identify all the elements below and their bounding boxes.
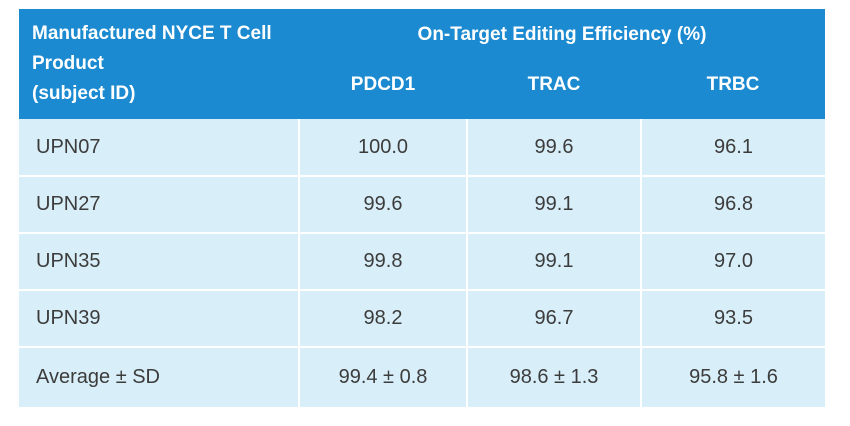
average-row: Average ± SD 99.4 ± 0.8 98.6 ± 1.3 95.8 …: [19, 346, 825, 407]
pdcd1-column-header: PDCD1: [299, 57, 467, 119]
table-row: UPN07 100.0 99.6 96.1: [19, 119, 825, 177]
average-label-cell: Average ± SD: [19, 346, 300, 407]
subject-header-line-2: Product: [32, 53, 104, 74]
efficiency-table-container: Manufactured NYCE T Cell Product (subjec…: [19, 9, 825, 415]
subject-id-cell: UPN39: [19, 289, 300, 348]
trac-column-header: TRAC: [467, 57, 641, 119]
editing-efficiency-table: Manufactured NYCE T Cell Product (subjec…: [19, 9, 825, 407]
table-header: Manufactured NYCE T Cell Product (subjec…: [19, 9, 825, 119]
trac-value-cell: 99.1: [466, 175, 642, 234]
subject-id-cell: UPN35: [19, 232, 300, 291]
subject-id-cell: UPN27: [19, 175, 300, 234]
trac-value-cell: 99.1: [466, 232, 642, 291]
subject-id-cell: UPN07: [19, 119, 300, 177]
pdcd1-value-cell: 99.8: [298, 232, 468, 291]
header-row-genes: PDCD1 TRAC TRBC: [19, 57, 825, 119]
table-body: UPN07 100.0 99.6 96.1 UPN27 99.6 99.1 96…: [19, 119, 825, 407]
subject-header-line-1: Manufactured NYCE T Cell: [32, 23, 272, 44]
trac-average-cell: 98.6 ± 1.3: [466, 346, 642, 407]
trbc-value-cell: 96.8: [640, 175, 825, 234]
trbc-value-cell: 96.1: [640, 119, 825, 177]
pdcd1-average-cell: 99.4 ± 0.8: [298, 346, 468, 407]
trbc-column-header: TRBC: [641, 57, 825, 119]
table-row: UPN27 99.6 99.1 96.8: [19, 175, 825, 234]
trbc-average-cell: 95.8 ± 1.6: [640, 346, 825, 407]
subject-column-header: Manufactured NYCE T Cell Product (subjec…: [19, 9, 299, 119]
pdcd1-value-cell: 99.6: [298, 175, 468, 234]
trbc-value-cell: 97.0: [640, 232, 825, 291]
table-row: UPN39 98.2 96.7 93.5: [19, 289, 825, 348]
header-row-group: Manufactured NYCE T Cell Product (subjec…: [19, 9, 825, 119]
trac-value-cell: 99.6: [466, 119, 642, 177]
pdcd1-value-cell: 98.2: [298, 289, 468, 348]
trac-value-cell: 96.7: [466, 289, 642, 348]
pdcd1-value-cell: 100.0: [298, 119, 468, 177]
trbc-value-cell: 93.5: [640, 289, 825, 348]
subject-header-line-3: (subject ID): [32, 83, 136, 104]
table-row: UPN35 99.8 99.1 97.0: [19, 232, 825, 291]
editing-efficiency-group-header: On-Target Editing Efficiency (%): [299, 9, 825, 57]
